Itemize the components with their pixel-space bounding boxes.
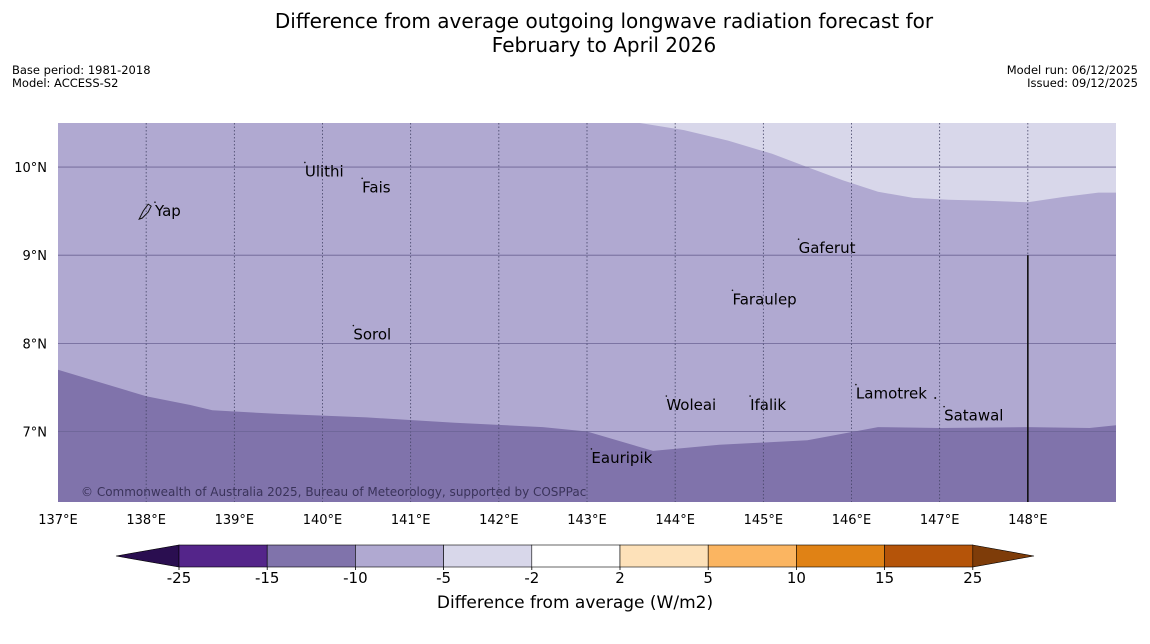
place-label: Yap	[154, 202, 181, 220]
copyright-notice: © Commonwealth of Australia 2025, Bureau…	[81, 485, 586, 499]
base-period: Base period: 1981-2018	[12, 63, 151, 77]
island-marker	[943, 405, 945, 408]
colorbar-tick-label: 15	[875, 569, 894, 587]
colorbar-tick-label: -2	[524, 569, 539, 587]
place-label: Lamotrek	[856, 385, 927, 403]
island-marker	[154, 201, 156, 203]
place-label: Fais	[362, 178, 391, 196]
weak-anomaly-region	[639, 123, 1116, 203]
model-name: Model: ACCESS-S2	[12, 76, 119, 90]
colorbar-tick-label: 2	[615, 569, 625, 587]
colorbar-min-extend	[115, 544, 180, 568]
place-label: Eauripik	[591, 449, 652, 467]
island-marker	[797, 238, 800, 240]
island-marker	[665, 395, 668, 397]
meta-left: Base period: 1981-2018 Model: ACCESS-S2	[12, 64, 151, 90]
colorbar-segment	[443, 544, 533, 568]
x-tick-label: 142°E	[479, 513, 519, 528]
colorbar-max-extend	[972, 544, 1035, 568]
colorbar-segment	[266, 544, 356, 568]
colorbar-tick-label: 5	[703, 569, 713, 587]
x-tick-label: 143°E	[567, 513, 607, 528]
colorbar-segment	[884, 544, 974, 568]
colorbar-label: Difference from average (W/m2)	[436, 593, 714, 613]
colorbar-tick-label: -25	[167, 569, 192, 587]
place-label: Woleai	[666, 396, 716, 414]
island-marker	[352, 324, 355, 327]
x-tick-label: 146°E	[832, 513, 872, 528]
colorbar-segment	[531, 544, 621, 568]
model-run: Model run: 06/12/2025	[1006, 63, 1138, 77]
island-marker	[749, 395, 751, 397]
island-marker	[855, 383, 857, 386]
colorbar-segment	[796, 544, 885, 568]
place-label: Faraulep	[732, 290, 796, 308]
meta-right: Model run: 06/12/2025 Issued: 09/12/2025	[1007, 64, 1138, 90]
place-label: Satawal	[944, 407, 1003, 425]
colorbar-segment	[707, 544, 797, 568]
x-tick-label: 144°E	[655, 513, 695, 528]
colorbar-segment	[619, 544, 709, 568]
island-marker	[934, 396, 937, 399]
colorbar-tick-label: 25	[963, 569, 982, 587]
colorbar-segment	[178, 544, 268, 568]
colorbar-segment	[355, 544, 444, 568]
x-tick-label: 145°E	[744, 513, 784, 528]
x-tick-label: 141°E	[391, 513, 431, 528]
yap-island-outline	[138, 203, 152, 220]
issued-date: Issued: 09/12/2025	[1027, 76, 1138, 90]
island-marker	[304, 161, 306, 164]
y-tick-label: 10°N	[14, 161, 47, 176]
y-tick-label: 9°N	[23, 249, 48, 264]
place-label: Gaferut	[799, 239, 856, 257]
colorbar-tick-label: 10	[787, 569, 806, 587]
x-tick-label: 139°E	[215, 513, 255, 528]
title-line-1: Difference from average outgoing longwav…	[274, 9, 934, 33]
title-line-2: February to April 2026	[491, 33, 717, 57]
y-tick-label: 8°N	[23, 337, 48, 352]
island-marker	[590, 448, 593, 450]
chart-title: Difference from average outgoing longwav…	[0, 9, 1150, 57]
place-label: Sorol	[353, 326, 391, 344]
island-marker	[361, 177, 363, 180]
x-tick-label: 147°E	[920, 513, 960, 528]
y-tick-label: 7°N	[23, 425, 48, 440]
colorbar-tick-label: -15	[255, 569, 280, 587]
x-tick-label: 137°E	[38, 513, 78, 528]
x-tick-label: 140°E	[303, 513, 343, 528]
forecast-map: 137°E 138°E 139°E 140°E 141°E 142°E 143°E 144°E…	[14, 123, 1116, 528]
island-marker	[731, 289, 734, 292]
colorbar-tick-label: -5	[436, 569, 451, 587]
place-label: Ulithi	[305, 162, 344, 180]
x-tick-label: 148°E	[1008, 513, 1048, 528]
x-tick-label: 138°E	[126, 513, 166, 528]
place-label: Ifalik	[750, 396, 786, 414]
colorbar-tick-label: -10	[343, 569, 368, 587]
